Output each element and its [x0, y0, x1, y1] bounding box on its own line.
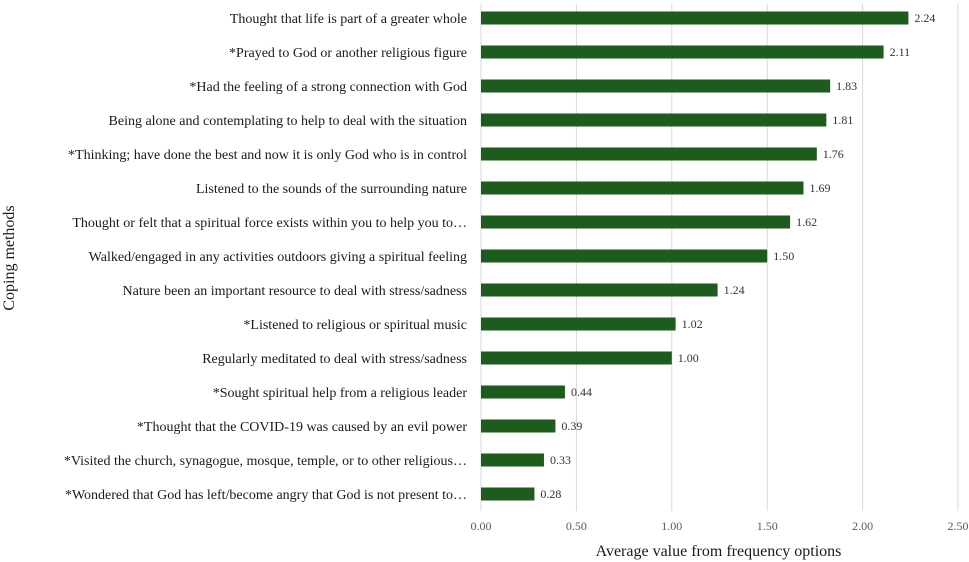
data-label: 0.28 — [540, 487, 561, 501]
data-label: 0.39 — [561, 419, 582, 433]
data-label: 1.83 — [836, 79, 857, 93]
bar — [481, 181, 804, 195]
category-label: Walked/engaged in any activities outdoor… — [89, 250, 467, 265]
x-tick-label: 2.50 — [948, 519, 969, 533]
x-axis-title: Average value from frequency options — [596, 543, 842, 560]
bar — [481, 487, 535, 501]
bar — [481, 113, 827, 127]
category-label: *Thinking; have done the best and now it… — [68, 148, 467, 163]
category-label: Being alone and contemplating to help to… — [109, 114, 467, 129]
category-label: *Thought that the COVID-19 was caused by… — [137, 420, 467, 435]
data-label: 1.00 — [678, 351, 699, 365]
bars — [481, 11, 909, 501]
labels: 0.00 0.50 1.00 1.50 2.00 2.50 Thought that lif… — [64, 11, 969, 533]
category-label: *Had the feeling of a strong connection … — [189, 80, 467, 95]
bar — [481, 11, 909, 25]
data-label: 1.76 — [823, 147, 844, 161]
category-label: Thought that life is part of a greater w… — [230, 12, 467, 27]
bar — [481, 453, 544, 467]
bar — [481, 249, 768, 263]
bar — [481, 283, 718, 297]
data-label: 1.50 — [773, 249, 794, 263]
category-label: *Wondered that God has left/become angry… — [65, 488, 467, 503]
bar — [481, 45, 884, 59]
data-label: 0.44 — [571, 385, 592, 399]
category-label: *Sought spiritual help from a religious … — [213, 386, 468, 401]
category-label: *Visited the church, synagogue, mosque, … — [64, 454, 467, 469]
bar — [481, 317, 676, 331]
data-label: 1.81 — [832, 113, 853, 127]
category-label: Listened to the sounds of the surroundin… — [196, 182, 467, 197]
category-label: Thought or felt that a spiritual force e… — [72, 216, 467, 231]
data-label: 2.11 — [890, 45, 911, 59]
data-label: 0.33 — [550, 453, 571, 467]
data-label: 1.69 — [809, 181, 830, 195]
x-tick-label: 2.00 — [852, 519, 873, 533]
data-label: 1.02 — [682, 317, 703, 331]
data-label: 1.62 — [796, 215, 817, 229]
bar — [481, 215, 791, 229]
x-tick-label: 1.00 — [661, 519, 682, 533]
category-label: *Listened to religious or spiritual musi… — [243, 318, 467, 333]
x-tick-label: 0.00 — [471, 519, 492, 533]
category-label: Regularly meditated to deal with stress/… — [202, 352, 467, 367]
data-label: 2.24 — [914, 11, 935, 25]
x-tick-label: 0.50 — [566, 519, 587, 533]
bar — [481, 351, 672, 365]
category-label: Nature been an important resource to dea… — [123, 284, 467, 299]
bar — [481, 79, 831, 93]
bar — [481, 385, 565, 399]
bar — [481, 419, 556, 433]
category-label: *Prayed to God or another religious figu… — [229, 46, 467, 61]
bar — [481, 147, 817, 161]
y-axis-title: Coping methods — [1, 205, 18, 310]
data-label: 1.24 — [724, 283, 745, 297]
x-tick-label: 1.50 — [757, 519, 778, 533]
